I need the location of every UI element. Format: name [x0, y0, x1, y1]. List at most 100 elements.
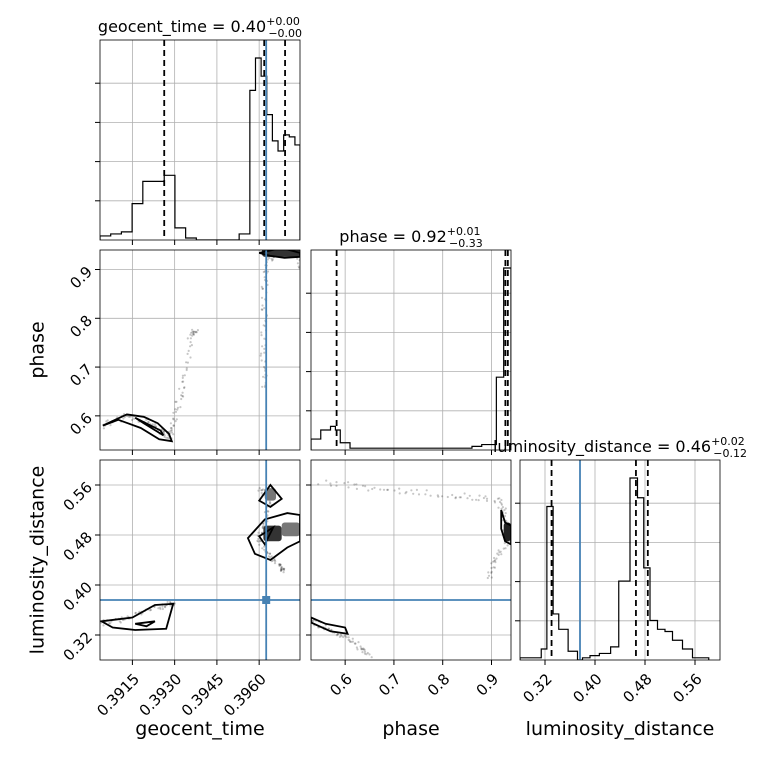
sample-point	[183, 386, 186, 389]
sample-point	[493, 499, 496, 503]
sample-point	[503, 542, 506, 545]
sample-point	[149, 608, 153, 612]
title-upper-error: +0.00	[266, 15, 300, 28]
sample-point	[363, 650, 367, 653]
sample-point	[176, 406, 180, 409]
x-tick-label: 0.40	[569, 670, 605, 706]
sample-point	[345, 636, 348, 639]
sample-point	[490, 571, 493, 575]
density-contour	[102, 413, 174, 443]
sample-point	[336, 633, 339, 636]
sample-point	[500, 503, 503, 506]
sample-point	[157, 607, 160, 610]
sample-point	[425, 489, 428, 492]
sample-point	[490, 562, 493, 565]
sample-point	[145, 418, 148, 421]
sample-point	[263, 347, 266, 350]
sample-point	[192, 332, 195, 335]
panel-title-geocent_time: geocent_time = 0.40+0.00 −0.00	[98, 15, 302, 40]
sample-point	[169, 604, 172, 607]
sample-point	[504, 511, 507, 515]
sample-point	[356, 648, 359, 651]
sample-point	[471, 498, 474, 501]
sample-point	[168, 430, 171, 433]
sample-point	[355, 487, 358, 490]
sample-point	[330, 628, 333, 632]
sample-point	[343, 482, 346, 485]
sample-point	[256, 539, 259, 543]
sample-point	[260, 352, 263, 355]
sample-point	[262, 525, 265, 528]
sample-point	[262, 324, 265, 327]
sample-point	[478, 494, 481, 497]
axes-frame	[99, 249, 301, 451]
sample-point	[454, 496, 457, 499]
sample-point	[458, 496, 461, 499]
sample-point	[258, 543, 261, 546]
panel-0-0	[100, 40, 300, 240]
sample-point	[355, 483, 358, 486]
sample-point	[271, 258, 274, 261]
sample-point	[172, 433, 175, 436]
density-panel-luminosity_distance-vs-phase	[311, 479, 511, 659]
sample-point	[270, 257, 273, 260]
sample-point	[282, 569, 286, 572]
sample-point	[185, 368, 188, 372]
density-contour	[135, 620, 156, 628]
x-tick-label: 0.7	[375, 670, 405, 700]
sample-point	[493, 501, 497, 504]
sample-point	[172, 424, 175, 427]
sample-point	[176, 408, 179, 411]
y-tick-label: 0.56	[60, 478, 96, 514]
sample-point	[367, 489, 370, 492]
sample-point	[266, 258, 269, 261]
sample-point	[437, 495, 440, 498]
sample-point	[258, 487, 261, 490]
sample-point	[153, 424, 156, 427]
sample-point	[169, 429, 172, 432]
sample-point	[335, 634, 338, 637]
sample-point	[329, 482, 332, 485]
sample-point	[459, 496, 462, 499]
sample-point	[192, 333, 195, 336]
sample-point	[263, 337, 266, 340]
sample-point	[260, 308, 263, 311]
sample-point	[493, 556, 496, 560]
sample-point	[502, 547, 505, 550]
sample-point	[175, 418, 178, 421]
sample-point	[186, 337, 189, 340]
y-axis-label: phase	[27, 321, 49, 378]
x-tick-label: 0.3930	[136, 670, 186, 720]
sample-point	[273, 562, 277, 565]
sample-point	[163, 435, 166, 438]
x-tick-label: 0.48	[619, 670, 655, 706]
x-tick-label: 0.56	[669, 670, 705, 706]
sample-point	[365, 653, 368, 656]
sample-point	[335, 481, 338, 484]
sample-point	[257, 531, 260, 534]
density-panel-phase-vs-geocent_time	[100, 250, 300, 450]
sample-point	[182, 395, 185, 398]
sample-point	[441, 495, 444, 498]
density-contour	[311, 616, 350, 635]
sample-point	[298, 266, 300, 269]
density-fill	[503, 522, 511, 542]
sample-point	[109, 424, 112, 427]
sample-point	[363, 648, 366, 651]
sample-point	[118, 620, 121, 623]
histogram-phase	[311, 250, 511, 450]
sample-point	[170, 431, 174, 434]
sample-point	[296, 262, 299, 265]
sample-point	[463, 492, 466, 495]
panel-title-luminosity_distance: luminosity_distance = 0.46+0.02 −0.12	[493, 435, 747, 460]
sample-point	[279, 564, 282, 567]
sample-point	[271, 259, 274, 262]
sample-point	[297, 265, 300, 268]
sample-point	[194, 330, 197, 333]
histogram-luminosity_distance	[520, 460, 710, 660]
sample-point	[497, 549, 500, 552]
sample-point	[492, 566, 495, 569]
y-tick-label: 0.6	[66, 409, 96, 439]
title-value: geocent_time = 0.40	[98, 17, 266, 37]
